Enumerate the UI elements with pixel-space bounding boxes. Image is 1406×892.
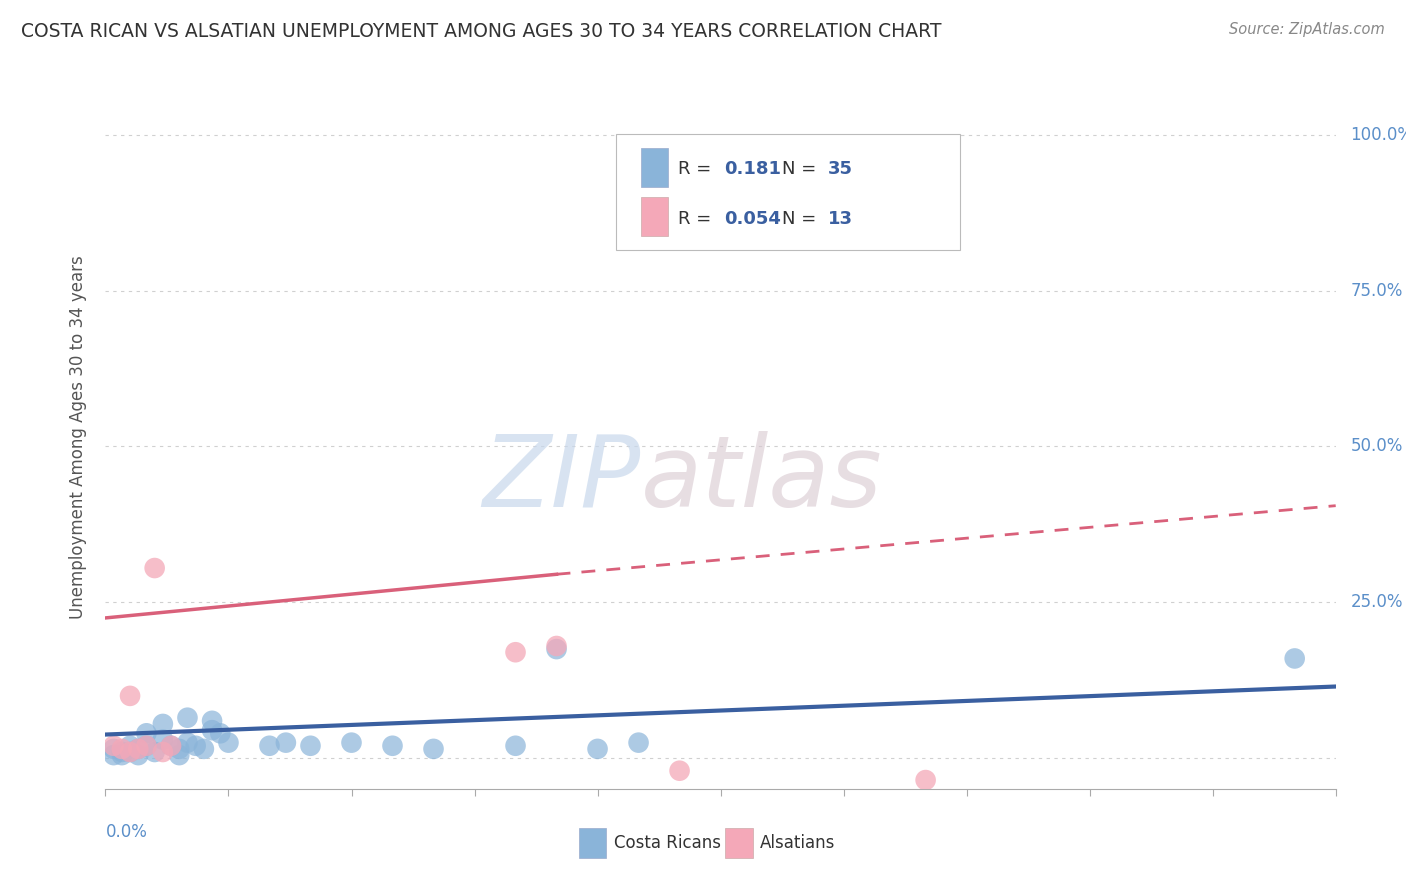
Point bbox=[160, 739, 183, 753]
Point bbox=[160, 739, 183, 753]
Point bbox=[668, 764, 690, 778]
Point bbox=[201, 723, 224, 738]
FancyBboxPatch shape bbox=[579, 828, 606, 858]
Point bbox=[586, 742, 609, 756]
Point bbox=[103, 742, 125, 756]
Point bbox=[184, 739, 207, 753]
Point bbox=[299, 739, 322, 753]
Y-axis label: Unemployment Among Ages 30 to 34 years: Unemployment Among Ages 30 to 34 years bbox=[69, 255, 87, 619]
Text: atlas: atlas bbox=[641, 431, 882, 528]
Point bbox=[127, 748, 149, 763]
Point bbox=[381, 739, 404, 753]
Point bbox=[103, 739, 125, 753]
FancyBboxPatch shape bbox=[641, 148, 668, 187]
Point bbox=[120, 745, 141, 759]
Point bbox=[627, 736, 650, 750]
Point bbox=[209, 726, 232, 740]
Point bbox=[176, 711, 198, 725]
Point bbox=[274, 736, 297, 750]
Point bbox=[546, 642, 568, 657]
Text: COSTA RICAN VS ALSATIAN UNEMPLOYMENT AMONG AGES 30 TO 34 YEARS CORRELATION CHART: COSTA RICAN VS ALSATIAN UNEMPLOYMENT AMO… bbox=[21, 22, 942, 41]
Point bbox=[135, 739, 157, 753]
Text: 75.0%: 75.0% bbox=[1350, 282, 1403, 300]
Point bbox=[169, 742, 191, 756]
Text: Source: ZipAtlas.com: Source: ZipAtlas.com bbox=[1229, 22, 1385, 37]
Text: 35: 35 bbox=[828, 161, 852, 178]
Text: Alsatians: Alsatians bbox=[761, 834, 835, 852]
Text: 0.0%: 0.0% bbox=[105, 823, 148, 841]
Point bbox=[218, 736, 240, 750]
Text: 0.054: 0.054 bbox=[724, 210, 782, 227]
Text: R =: R = bbox=[678, 210, 717, 227]
Point bbox=[103, 748, 125, 763]
Point bbox=[505, 645, 527, 659]
FancyBboxPatch shape bbox=[616, 134, 960, 251]
Point bbox=[152, 732, 174, 747]
Point bbox=[1284, 651, 1306, 665]
Point bbox=[422, 742, 444, 756]
Text: N =: N = bbox=[782, 210, 823, 227]
Point bbox=[127, 742, 149, 756]
Point bbox=[135, 739, 157, 753]
Point bbox=[176, 736, 198, 750]
Text: 13: 13 bbox=[828, 210, 852, 227]
Point bbox=[111, 745, 134, 759]
Text: 50.0%: 50.0% bbox=[1350, 437, 1403, 456]
Point bbox=[340, 736, 363, 750]
Point bbox=[169, 748, 191, 763]
Text: Costa Ricans: Costa Ricans bbox=[613, 834, 720, 852]
Point bbox=[135, 726, 157, 740]
Text: 25.0%: 25.0% bbox=[1350, 593, 1403, 611]
Text: ZIP: ZIP bbox=[482, 431, 641, 528]
Point bbox=[143, 561, 166, 575]
Point bbox=[127, 742, 149, 756]
Point bbox=[143, 745, 166, 759]
Text: 0.181: 0.181 bbox=[724, 161, 782, 178]
Point bbox=[201, 714, 224, 728]
Text: R =: R = bbox=[678, 161, 717, 178]
FancyBboxPatch shape bbox=[641, 197, 668, 236]
Point bbox=[505, 739, 527, 753]
Point bbox=[152, 745, 174, 759]
FancyBboxPatch shape bbox=[725, 828, 752, 858]
Point bbox=[914, 773, 936, 788]
Text: N =: N = bbox=[782, 161, 823, 178]
Point bbox=[111, 742, 134, 756]
Text: 100.0%: 100.0% bbox=[1350, 126, 1406, 144]
Point bbox=[120, 745, 141, 759]
Point bbox=[120, 739, 141, 753]
Point bbox=[152, 717, 174, 731]
Point bbox=[111, 748, 134, 763]
Point bbox=[259, 739, 281, 753]
Point bbox=[120, 689, 141, 703]
Point bbox=[193, 742, 215, 756]
Point bbox=[546, 639, 568, 653]
